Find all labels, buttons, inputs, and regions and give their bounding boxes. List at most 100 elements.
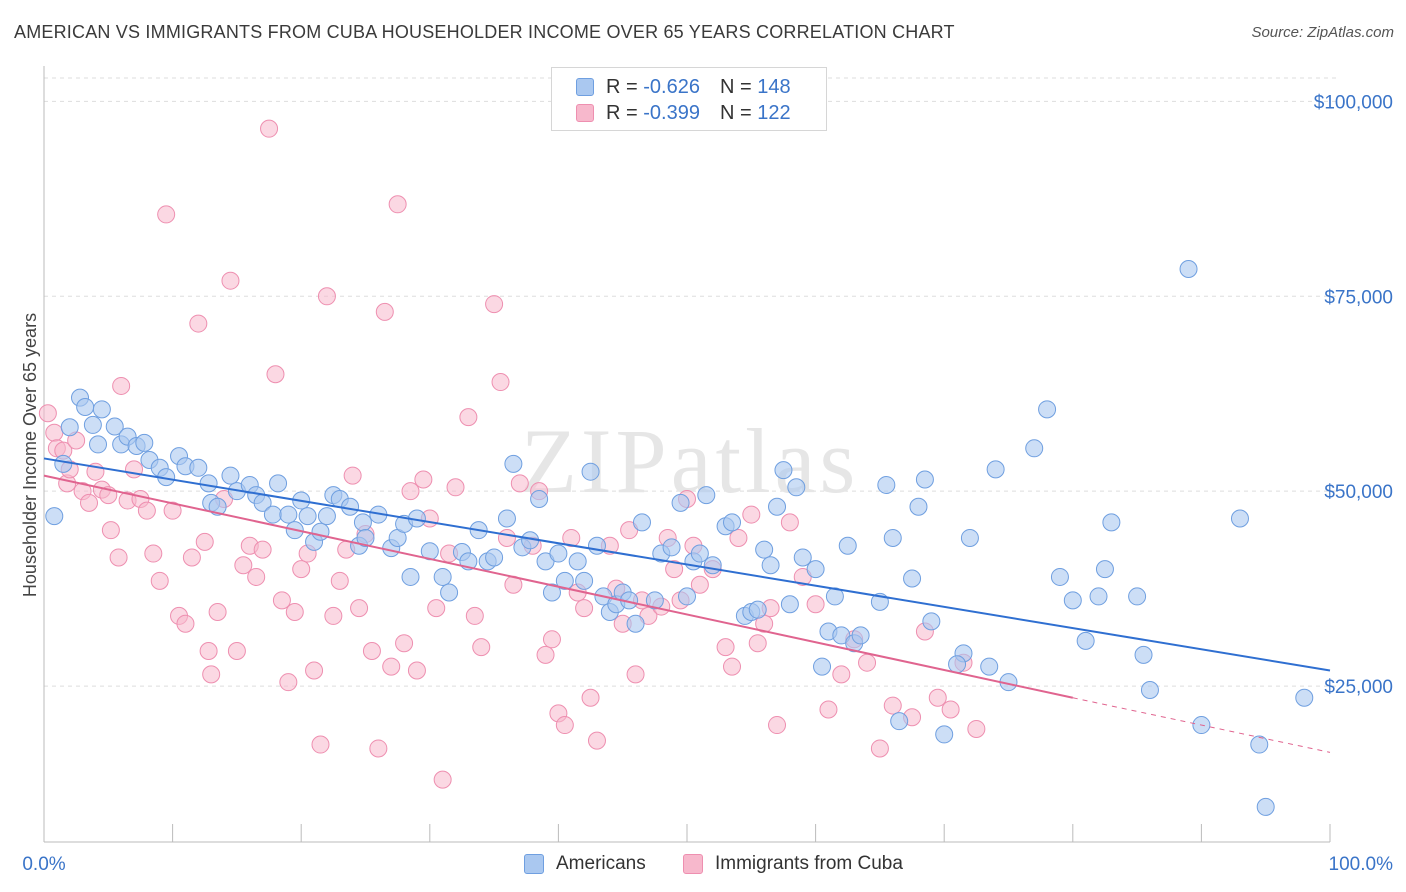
trend-lines — [43, 457, 1331, 753]
americans-point — [530, 489, 549, 508]
americans-point — [1140, 680, 1159, 699]
cuba-point — [485, 295, 504, 314]
cuba-point — [446, 478, 465, 497]
cuba-point — [182, 548, 201, 567]
cuba-point — [742, 505, 761, 524]
americans-point — [485, 548, 504, 567]
cuba-point — [587, 731, 606, 750]
cuba-point — [626, 665, 645, 684]
americans-point — [948, 655, 967, 674]
americans-point — [83, 415, 102, 434]
americans-point — [76, 397, 95, 416]
source-note: Source: ZipAtlas.com — [1251, 24, 1394, 41]
americans-point — [838, 536, 857, 555]
cuba-point — [716, 638, 735, 657]
cuba-point — [266, 365, 285, 384]
axes — [43, 66, 1331, 843]
cuba-point — [176, 614, 195, 633]
cuba-point — [806, 595, 825, 614]
americans-point — [54, 454, 73, 473]
americans-point — [1063, 591, 1082, 610]
legend-row-americans: R = -0.626 N = 148 — [576, 75, 791, 99]
cuba-point — [433, 770, 452, 789]
cuba-point — [163, 501, 182, 520]
cuba-point — [208, 603, 227, 622]
americans-point — [356, 528, 375, 547]
americans-point — [1025, 439, 1044, 458]
cuba-point — [395, 634, 414, 653]
americans-point — [199, 474, 218, 493]
y-tick-label: $25,000 — [1324, 677, 1393, 698]
cuba-point — [870, 739, 889, 758]
cuba-point — [292, 560, 311, 579]
cuba-point — [819, 700, 838, 719]
americans-point — [1295, 688, 1314, 707]
cuba-point — [414, 470, 433, 489]
cuba-point — [38, 404, 57, 423]
cuba-point — [472, 638, 491, 657]
cuba-point — [221, 271, 240, 290]
cuba-point — [80, 493, 99, 512]
cuba-point — [510, 474, 529, 493]
cuba-point — [137, 501, 156, 520]
cuba-r-value: -0.399 — [643, 101, 700, 124]
americans-point — [1038, 400, 1057, 419]
cuba-point — [317, 287, 336, 306]
americans-point — [542, 583, 561, 602]
cuba-point — [195, 532, 214, 551]
cuba-point — [388, 195, 407, 214]
cuba-point — [729, 528, 748, 547]
cuba-point — [497, 528, 516, 547]
americans-point — [723, 513, 742, 532]
cuba-point — [928, 688, 947, 707]
americans-point — [440, 583, 459, 602]
cuba-point — [427, 599, 446, 618]
americans-point — [311, 522, 330, 541]
cuba-legend-label: Immigrants from Cuba — [715, 853, 903, 874]
cuba-point — [324, 606, 343, 625]
americans-point — [1076, 631, 1095, 650]
americans-point — [915, 470, 934, 489]
americans-point — [678, 587, 696, 606]
cuba-point — [285, 603, 304, 622]
cuba-point — [401, 482, 420, 501]
americans-point — [671, 493, 690, 512]
cuba-point — [407, 661, 426, 680]
cuba-point — [941, 700, 960, 719]
americans-point — [909, 497, 928, 516]
americans-point — [587, 536, 606, 555]
americans-point — [1256, 797, 1275, 816]
y-tick-label: $100,000 — [1314, 92, 1393, 113]
cuba-point — [665, 560, 684, 579]
americans-point — [555, 571, 574, 590]
americans-point — [883, 528, 902, 547]
americans-point — [980, 657, 999, 676]
cuba-point — [279, 673, 298, 692]
cuba-point — [305, 661, 324, 680]
americans-point — [903, 569, 922, 588]
americans-point — [813, 657, 832, 676]
americans-point — [697, 486, 716, 505]
americans-point — [626, 614, 645, 633]
americans-point — [105, 417, 124, 436]
cuba-point — [112, 376, 131, 395]
cuba-point — [350, 599, 369, 618]
cuba-point — [562, 528, 581, 547]
americans-point — [1089, 587, 1108, 606]
cuba-point — [832, 665, 851, 684]
cuba-point — [748, 634, 767, 653]
cuba-point — [382, 657, 401, 676]
americans-point — [877, 475, 896, 494]
americans-point — [189, 458, 208, 477]
americans-point — [645, 591, 664, 610]
americans-point — [504, 454, 523, 473]
americans-point — [703, 556, 722, 575]
americans-point — [549, 544, 568, 563]
n-label: N = — [719, 101, 752, 124]
chart-title: AMERICAN VS IMMIGRANTS FROM CUBA HOUSEHO… — [14, 22, 955, 42]
cuba-point — [253, 540, 272, 559]
cuba-point — [272, 591, 291, 610]
americans-point — [1250, 735, 1269, 754]
y-tick-label: $75,000 — [1324, 287, 1393, 308]
